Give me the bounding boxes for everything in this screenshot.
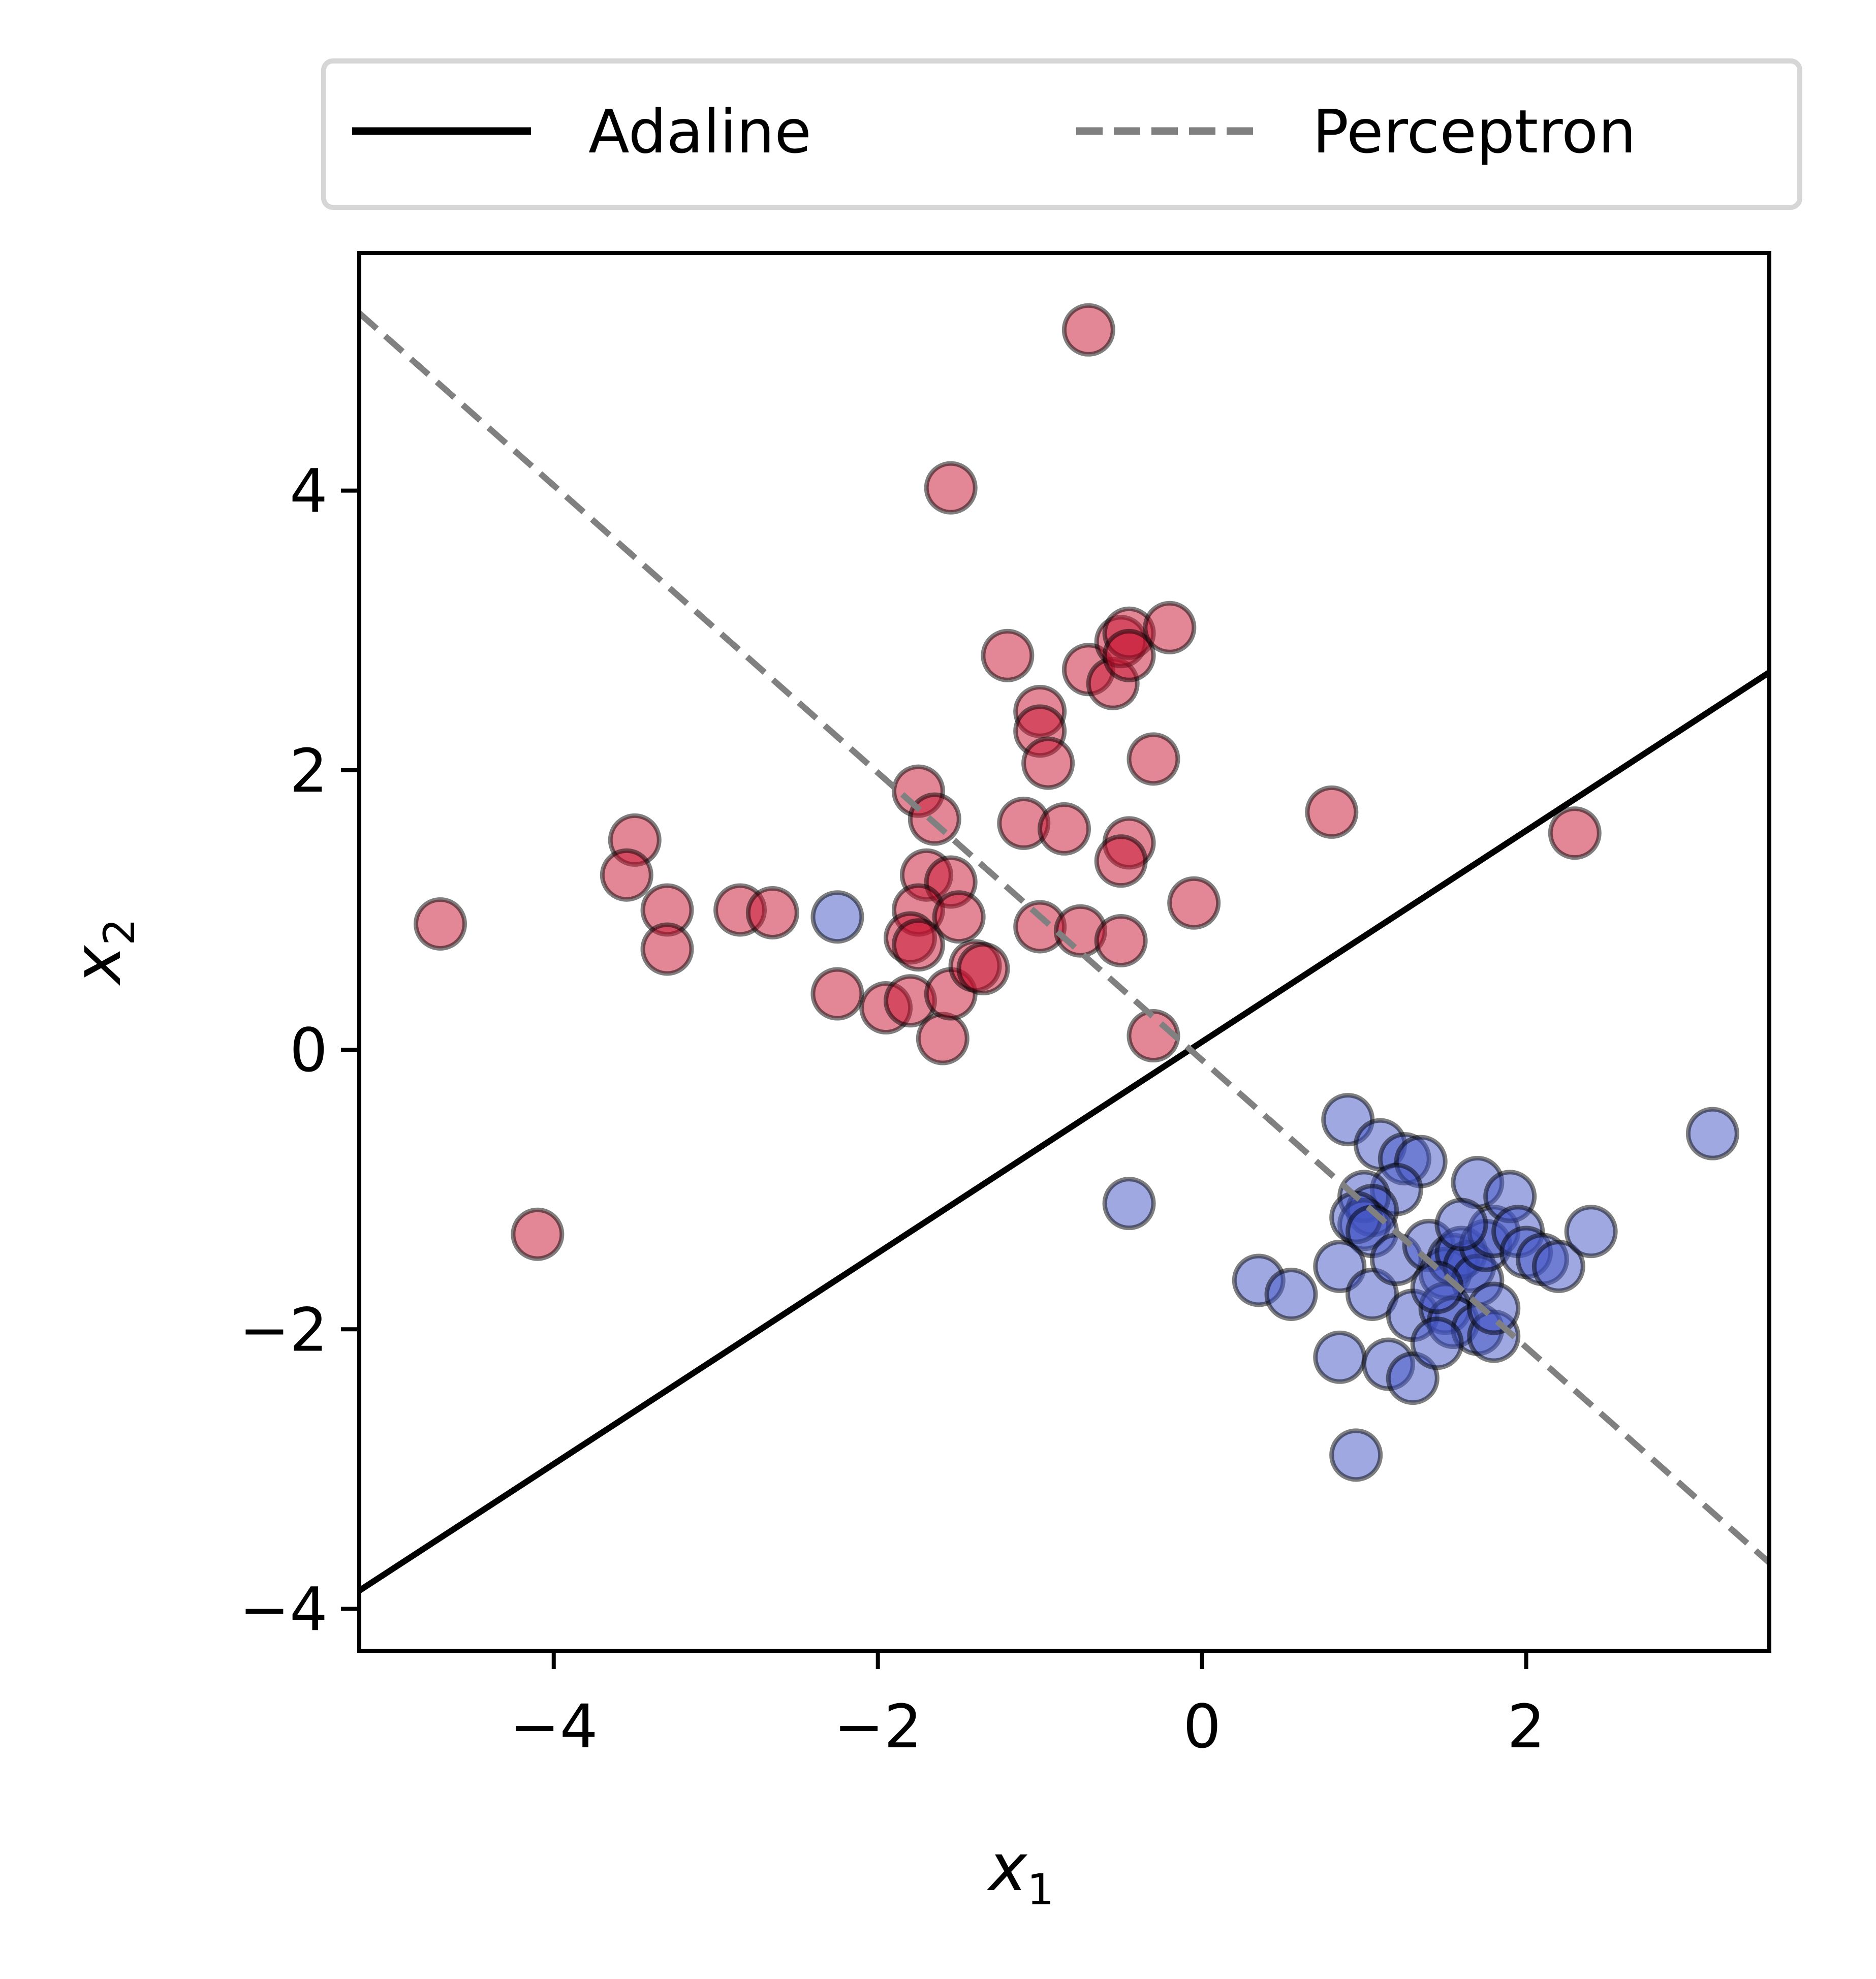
red-point-3 (511, 1207, 565, 1261)
lines-layer (359, 310, 1769, 1593)
adaline-line (359, 670, 1769, 1593)
axes-frame (357, 251, 1771, 1653)
y-tick-label: 2 (290, 736, 328, 806)
red-point-25 (981, 629, 1035, 682)
blue-point-39 (1313, 1330, 1367, 1384)
red-point-1 (924, 461, 978, 515)
x-tick-label: 2 (1507, 1691, 1545, 1762)
red-point-42 (1094, 914, 1148, 967)
x-tick-label: 0 (1183, 1691, 1221, 1762)
red-point-24 (956, 942, 1010, 996)
red-point-5 (600, 848, 653, 902)
red-point-44 (1167, 876, 1221, 930)
blue-point-43 (1329, 1428, 1383, 1482)
y-axis-ticks: −4 −2 0 2 4 (239, 456, 359, 1644)
red-point-10 (810, 967, 864, 1021)
red-point-7 (640, 922, 694, 976)
blue-point-1 (1102, 1177, 1156, 1231)
x-tick-label: −4 (510, 1691, 598, 1762)
red-point-0 (1061, 303, 1115, 357)
red-point-22 (932, 890, 986, 944)
red-point-39 (1127, 732, 1180, 786)
red-point-38 (1143, 601, 1197, 654)
perceptron-line (359, 310, 1769, 1565)
blue-point-42 (1410, 1316, 1464, 1370)
points-layer (413, 303, 1739, 1482)
blue-point-2 (1685, 1107, 1739, 1160)
legend-label-adaline: Adaline (588, 97, 811, 167)
blue-point-32 (1564, 1205, 1618, 1259)
red-point-46 (1548, 806, 1602, 860)
y-tick-label: 4 (290, 456, 328, 526)
blue-point-0 (810, 890, 864, 944)
x-axis-label: x1 (986, 1830, 1054, 1914)
red-point-21 (891, 918, 945, 972)
red-point-28 (1021, 736, 1075, 790)
blue-point-44 (1434, 1198, 1488, 1251)
red-point-9 (745, 886, 799, 939)
red-point-45 (1305, 785, 1359, 839)
x-axis-ticks: −4 −2 0 2 (510, 1651, 1545, 1762)
red-point-13 (916, 1012, 970, 1065)
legend-label-perceptron: Perceptron (1312, 97, 1636, 167)
red-point-41 (1094, 834, 1148, 888)
blue-point-31 (1531, 1239, 1585, 1293)
red-point-30 (1038, 802, 1091, 856)
y-axis-label: x2 (60, 918, 144, 986)
red-point-37 (1102, 629, 1156, 682)
y-tick-label: −4 (239, 1574, 328, 1644)
y-tick-label: 0 (290, 1015, 328, 1085)
x-tick-label: −2 (834, 1691, 922, 1762)
blue-point-38 (1467, 1281, 1521, 1335)
legend: Adaline Perceptron (321, 58, 1802, 210)
y-tick-label: −2 (239, 1295, 328, 1365)
legend-box (321, 58, 1802, 210)
plot-area (359, 303, 1769, 1593)
blue-point-4 (1264, 1267, 1318, 1321)
red-point-2 (413, 897, 467, 951)
